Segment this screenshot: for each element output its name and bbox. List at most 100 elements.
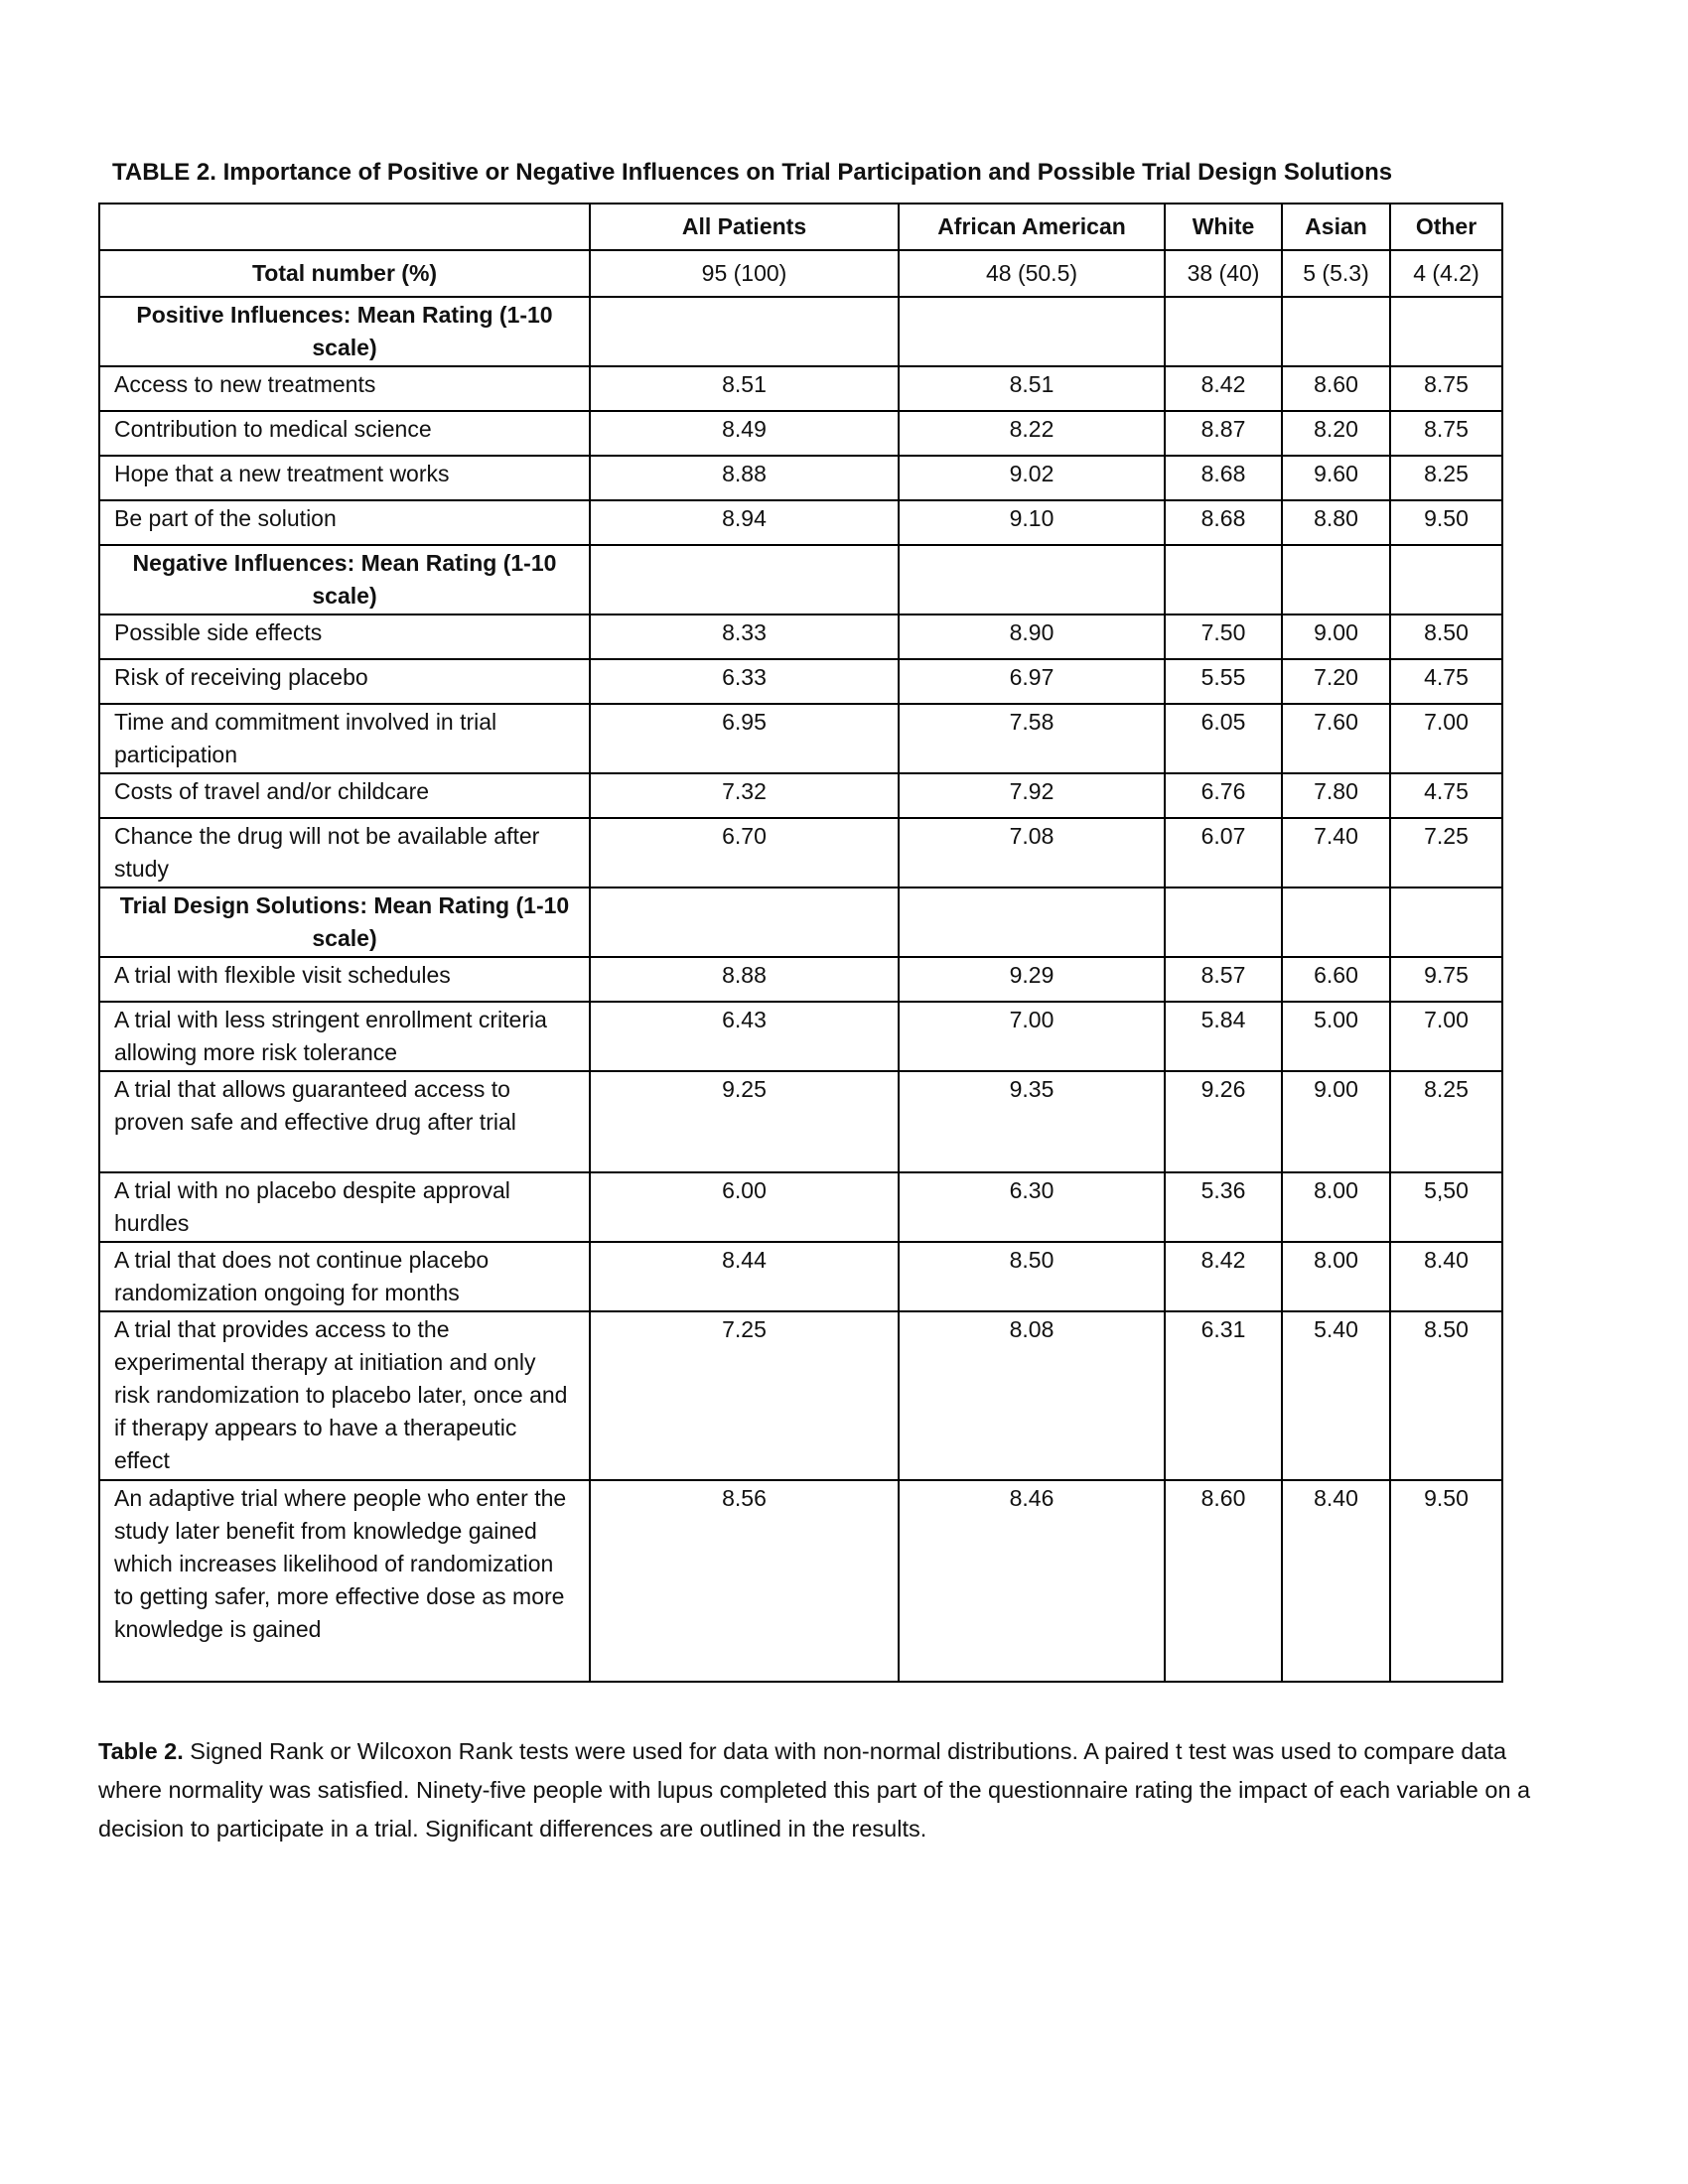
- table-row: Chance the drug will not be available af…: [98, 817, 1503, 888]
- table-row: Possible side effects 8.33 8.90 7.50 9.00 8.5…: [98, 614, 1503, 660]
- cell-value: 7.08: [898, 817, 1166, 888]
- results-table: All Patients African American White Asia…: [98, 203, 1503, 1683]
- cell-value: 8.08: [898, 1310, 1166, 1481]
- table-row: Risk of receiving placebo 6.33 6.97 5.55 7.2…: [98, 658, 1503, 705]
- cell-value: 8.60: [1281, 365, 1391, 412]
- cell-value: 7.25: [1389, 817, 1503, 888]
- cell-value: 7.40: [1281, 817, 1391, 888]
- cell-value: 9.60: [1281, 455, 1391, 501]
- cell-value: 9.10: [898, 499, 1166, 546]
- cell-value: 4.75: [1389, 772, 1503, 819]
- cell-value: 6.30: [898, 1171, 1166, 1243]
- empty-cell: [898, 296, 1166, 367]
- table-row: Be part of the solution 8.94 9.10 8.68 8.80 9…: [98, 499, 1503, 546]
- cell-value: 6.05: [1164, 703, 1283, 774]
- row-label: Total number (%): [98, 249, 591, 298]
- table-caption: Table 2. Signed Rank or Wilcoxon Rank te…: [98, 1732, 1568, 1848]
- cell-value: 8.50: [1389, 614, 1503, 660]
- table-row: Costs of travel and/or childcare 7.32 7.92…: [98, 772, 1503, 819]
- row-label: Hope that a new treatment works: [98, 455, 591, 501]
- cell-value: 8.68: [1164, 499, 1283, 546]
- header-cell: African American: [898, 203, 1166, 251]
- cell-value: 5,50: [1389, 1171, 1503, 1243]
- cell-value: 9.00: [1281, 1070, 1391, 1173]
- cell-value: 8.80: [1281, 499, 1391, 546]
- table-row: A trial that allows guaranteed access to…: [98, 1070, 1503, 1173]
- cell-value: 7.00: [898, 1001, 1166, 1072]
- cell-value: 5 (5.3): [1281, 249, 1391, 298]
- caption-lead: Table 2.: [98, 1738, 184, 1764]
- cell-value: 7.25: [589, 1310, 900, 1481]
- empty-cell: [589, 296, 900, 367]
- row-label: A trial that provides access to the expe…: [98, 1310, 591, 1481]
- row-label: Be part of the solution: [98, 499, 591, 546]
- cell-value: 8.40: [1389, 1241, 1503, 1312]
- cell-value: 7.50: [1164, 614, 1283, 660]
- cell-value: 8.44: [589, 1241, 900, 1312]
- row-label: Contribution to medical science: [98, 410, 591, 457]
- table-row: A trial with flexible visit schedules 8.8…: [98, 956, 1503, 1003]
- cell-value: 8.50: [898, 1241, 1166, 1312]
- table-row: Hope that a new treatment works 8.88 9.02 8…: [98, 455, 1503, 501]
- cell-value: 9.29: [898, 956, 1166, 1003]
- row-label: An adaptive trial where people who enter…: [98, 1479, 591, 1683]
- cell-value: 5.55: [1164, 658, 1283, 705]
- empty-cell: [1281, 887, 1391, 958]
- cell-value: 8.56: [589, 1479, 900, 1683]
- table-row: An adaptive trial where people who enter…: [98, 1479, 1503, 1683]
- cell-value: 6.97: [898, 658, 1166, 705]
- cell-value: 8.20: [1281, 410, 1391, 457]
- cell-value: 8.42: [1164, 365, 1283, 412]
- cell-value: 6.43: [589, 1001, 900, 1072]
- table-row: Time and commitment involved in trial pa…: [98, 703, 1503, 774]
- row-label: Costs of travel and/or childcare: [98, 772, 591, 819]
- table-row: A trial that does not continue placebo r…: [98, 1241, 1503, 1312]
- cell-value: 6.76: [1164, 772, 1283, 819]
- table-row: Contribution to medical science 8.49 8.22 8…: [98, 410, 1503, 457]
- cell-value: 8.50: [1389, 1310, 1503, 1481]
- cell-value: 7.00: [1389, 703, 1503, 774]
- cell-value: 6.70: [589, 817, 900, 888]
- empty-cell: [1389, 544, 1503, 615]
- cell-value: 8.42: [1164, 1241, 1283, 1312]
- cell-value: 5.84: [1164, 1001, 1283, 1072]
- header-cell: White: [1164, 203, 1283, 251]
- cell-value: 8.51: [898, 365, 1166, 412]
- cell-value: 6.00: [589, 1171, 900, 1243]
- cell-value: 9.75: [1389, 956, 1503, 1003]
- cell-value: 6.07: [1164, 817, 1283, 888]
- cell-value: 38 (40): [1164, 249, 1283, 298]
- empty-cell: [1281, 544, 1391, 615]
- cell-value: 8.25: [1389, 455, 1503, 501]
- cell-value: 7.20: [1281, 658, 1391, 705]
- cell-value: 8.00: [1281, 1241, 1391, 1312]
- cell-value: 8.75: [1389, 365, 1503, 412]
- cell-value: 9.26: [1164, 1070, 1283, 1173]
- section-heading-row: Positive Influences: Mean Rating (1-10 s…: [98, 296, 1503, 367]
- empty-cell: [1164, 296, 1283, 367]
- cell-value: 95 (100): [589, 249, 900, 298]
- cell-value: 5.00: [1281, 1001, 1391, 1072]
- cell-value: 6.31: [1164, 1310, 1283, 1481]
- cell-value: 7.80: [1281, 772, 1391, 819]
- section-heading-row: Trial Design Solutions: Mean Rating (1-1…: [98, 887, 1503, 958]
- header-cell: All Patients: [589, 203, 900, 251]
- row-label: Access to new treatments: [98, 365, 591, 412]
- section-heading: Negative Influences: Mean Rating (1-10 s…: [98, 544, 591, 615]
- table-title: TABLE 2. Importance of Positive or Negat…: [112, 159, 1393, 186]
- cell-value: 4 (4.2): [1389, 249, 1503, 298]
- total-row: Total number (%) 95 (100) 48 (50.5) 38 (…: [98, 249, 1503, 298]
- cell-value: 8.51: [589, 365, 900, 412]
- cell-value: 8.60: [1164, 1479, 1283, 1683]
- cell-value: 7.00: [1389, 1001, 1503, 1072]
- empty-cell: [1389, 296, 1503, 367]
- cell-value: 8.88: [589, 455, 900, 501]
- empty-cell: [589, 887, 900, 958]
- row-label: Time and commitment involved in trial pa…: [98, 703, 591, 774]
- cell-value: 8.88: [589, 956, 900, 1003]
- cell-value: 9.35: [898, 1070, 1166, 1173]
- cell-value: 8.87: [1164, 410, 1283, 457]
- row-label: A trial that allows guaranteed access to…: [98, 1070, 591, 1173]
- empty-cell: [589, 544, 900, 615]
- cell-value: 8.49: [589, 410, 900, 457]
